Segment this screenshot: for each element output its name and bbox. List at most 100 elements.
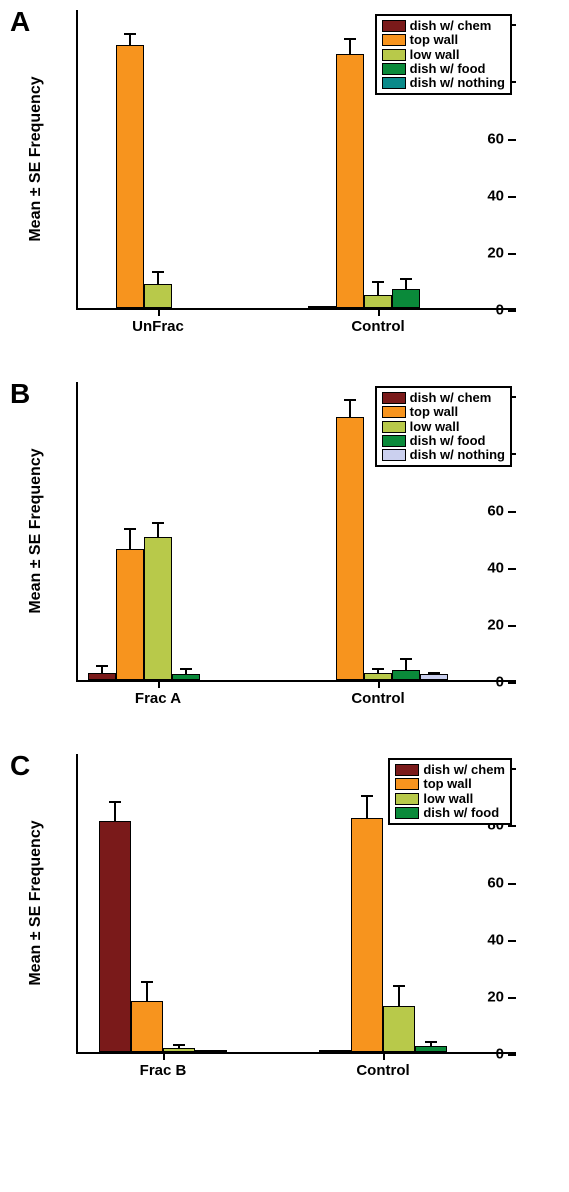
x-ticks: UnFracControl (78, 308, 516, 316)
error-cap (124, 33, 136, 35)
legend-swatch (395, 778, 419, 790)
y-axis-label: Mean ± SE Frequency (27, 793, 45, 1013)
plot-area: 020406080100Frac BControldish w/ chemtop… (76, 754, 516, 1054)
bar (336, 54, 364, 308)
x-tick (158, 308, 160, 316)
error-cap (180, 668, 192, 670)
error-cap (124, 528, 136, 530)
error-cap (109, 801, 121, 803)
error-cap (141, 981, 153, 983)
y-axis-label: Mean ± SE Frequency (27, 421, 45, 641)
error-cap (400, 278, 412, 280)
legend-row: dish w/ food (395, 806, 505, 820)
error-cap (372, 668, 384, 670)
error-bar (377, 282, 379, 295)
error-bar (398, 986, 400, 1006)
legend: dish w/ chemtop walllow walldish w/ food (388, 758, 512, 825)
x-tick (163, 1052, 165, 1060)
legend-row: dish w/ chem (382, 391, 505, 405)
legend-label: dish w/ food (423, 806, 499, 820)
bar (131, 1001, 163, 1052)
legend-row: dish w/ food (382, 62, 505, 76)
legend-label: low wall (410, 420, 460, 434)
panel-a: AMean ± SE Frequency020406080100UnFracCo… (10, 10, 559, 370)
legend-row: top wall (382, 405, 505, 419)
bar (116, 45, 144, 308)
legend-swatch (382, 34, 406, 46)
x-ticks: Frac BControl (78, 1052, 516, 1060)
legend-row: low wall (382, 48, 505, 62)
legend-label: dish w/ food (410, 62, 486, 76)
panel-c: CMean ± SE Frequency020406080100Frac BCo… (10, 754, 559, 1114)
chart-box: Mean ± SE Frequency020406080100UnFracCon… (76, 10, 559, 310)
legend-swatch (382, 20, 406, 32)
bar (116, 549, 144, 680)
x-tick-label: Control (351, 690, 404, 707)
x-tick-label: Control (356, 1062, 409, 1079)
chart-box: Mean ± SE Frequency020406080100Frac ACon… (76, 382, 559, 682)
legend-row: dish w/ nothing (382, 76, 505, 90)
legend-swatch (395, 807, 419, 819)
legend-row: low wall (382, 420, 505, 434)
panel-label: B (10, 378, 30, 410)
legend: dish w/ chemtop walllow walldish w/ food… (375, 386, 512, 467)
error-cap (372, 281, 384, 283)
error-bar (366, 796, 368, 817)
x-tick (158, 680, 160, 688)
error-bar (157, 523, 159, 537)
bar (88, 673, 116, 680)
bar (144, 537, 172, 680)
error-bar (129, 34, 131, 45)
legend-label: top wall (410, 33, 458, 47)
legend-row: dish w/ chem (395, 763, 505, 777)
error-bar (129, 529, 131, 549)
error-bar (157, 272, 159, 283)
x-tick-label: Control (351, 318, 404, 335)
legend-swatch (382, 392, 406, 404)
bar (383, 1006, 415, 1052)
x-tick (378, 680, 380, 688)
error-cap (425, 1041, 437, 1043)
x-tick (383, 1052, 385, 1060)
error-cap (152, 271, 164, 273)
error-cap (96, 665, 108, 667)
panel-label: A (10, 6, 30, 38)
error-bar (146, 982, 148, 1001)
error-bar (349, 400, 351, 417)
legend-swatch (382, 435, 406, 447)
plot-area: 020406080100Frac AControldish w/ chemtop… (76, 382, 516, 682)
error-cap (344, 38, 356, 40)
legend-swatch (382, 449, 406, 461)
bar (364, 295, 392, 308)
x-tick-label: Frac A (135, 690, 181, 707)
error-bar (405, 279, 407, 289)
panel-label: C (10, 750, 30, 782)
error-bar (405, 659, 407, 670)
bar (99, 821, 131, 1052)
x-tick-label: Frac B (140, 1062, 187, 1079)
error-cap (400, 658, 412, 660)
error-cap (393, 985, 405, 987)
error-cap (344, 399, 356, 401)
x-tick (378, 308, 380, 316)
legend-row: top wall (382, 33, 505, 47)
bar (364, 673, 392, 680)
error-cap (428, 672, 440, 674)
error-bar (101, 666, 103, 673)
chart-box: Mean ± SE Frequency020406080100Frac BCon… (76, 754, 559, 1054)
legend-label: low wall (410, 48, 460, 62)
error-cap (361, 795, 373, 797)
legend-swatch (382, 406, 406, 418)
panel-b: BMean ± SE Frequency020406080100Frac ACo… (10, 382, 559, 742)
legend-label: dish w/ nothing (410, 76, 505, 90)
legend-label: top wall (423, 777, 471, 791)
legend-swatch (382, 49, 406, 61)
bar (351, 818, 383, 1052)
legend-row: dish w/ food (382, 434, 505, 448)
legend-label: dish w/ chem (410, 391, 492, 405)
legend-row: top wall (395, 777, 505, 791)
legend-label: dish w/ food (410, 434, 486, 448)
error-cap (173, 1044, 185, 1046)
error-bar (114, 802, 116, 821)
legend-swatch (382, 77, 406, 89)
